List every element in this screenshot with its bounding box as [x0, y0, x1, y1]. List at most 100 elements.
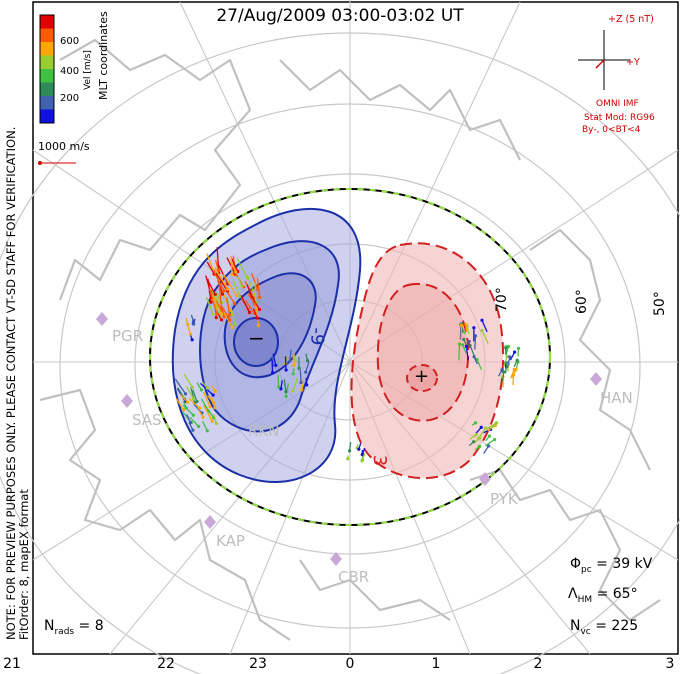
velocity-vector-origin [279, 387, 283, 391]
velocity-vector-origin [293, 358, 298, 362]
station-label-han: HAN [600, 389, 633, 407]
velocity-vector-origin [506, 344, 510, 349]
lat-label-60: 60° [574, 289, 590, 314]
phi-pc-value: 39 kV [612, 556, 653, 572]
velocity-vector-origin [495, 421, 499, 425]
station-label-pyk: PYK [490, 490, 518, 508]
imf-dial [578, 30, 630, 90]
mlt-tick-3: 3 [665, 656, 675, 672]
velocity-vector [213, 269, 229, 292]
phi-pc-stat: Φpc = 39 kV [570, 556, 653, 575]
colorbar-tick-600: 600 [60, 36, 80, 47]
velocity-vector-origin [492, 437, 497, 442]
imf-z-label: +Z (5 nT) [608, 14, 654, 25]
positive-center-marker: + [414, 366, 430, 387]
scale-label: 1000 m/s [38, 140, 90, 153]
velocity-vector-origin [240, 284, 244, 288]
velocity-vector [230, 255, 233, 275]
velocity-vector-origin [459, 323, 464, 327]
velocity-vector [209, 288, 218, 314]
velocity-vector [459, 324, 462, 340]
velocity-vector-origin [346, 457, 350, 461]
velocity-vector [230, 260, 237, 273]
velocity-vector-origin [211, 312, 215, 317]
velocity-vector [210, 291, 223, 315]
velocity-vector-origin [211, 401, 216, 405]
velocity-vector [205, 296, 214, 315]
velocity-vector-origin [257, 295, 262, 299]
velocity-vector [232, 279, 241, 297]
velocity-vector-origin [226, 287, 230, 291]
velocity-vector [175, 398, 185, 411]
coordinates-label: MLT coordinates [97, 11, 110, 100]
velocity-vector-origin [284, 390, 288, 394]
velocity-vector-origin [232, 302, 237, 306]
velocity-vector [506, 356, 511, 369]
velocity-vector [283, 379, 287, 392]
velocity-vector-origin [190, 385, 195, 390]
velocity-vector [478, 427, 487, 438]
velocity-vector-origin [284, 394, 288, 398]
velocity-vector [474, 335, 477, 350]
velocity-vector [250, 272, 259, 290]
velocity-vector-origin [213, 389, 218, 394]
velocity-vector [256, 278, 261, 298]
velocity-vector [203, 405, 213, 422]
velocity-vector [217, 263, 229, 285]
velocity-vector-origin [473, 334, 478, 338]
negative-contour-label: -9 [306, 327, 328, 346]
velocity-vector-origin [462, 337, 466, 341]
velocity-vector-origin [199, 388, 204, 392]
velocity-vector [248, 291, 261, 310]
velocity-vector-origin [291, 372, 295, 376]
velocity-vector [481, 330, 489, 344]
velocity-vector [192, 389, 198, 402]
velocity-vector-origin [197, 406, 202, 410]
velocity-vector-origin [219, 318, 224, 322]
velocity-vector-origin [227, 313, 232, 317]
station-label-rkn: RKN [248, 422, 280, 440]
map-title: 27/Aug/2009 03:00-03:02 UT [216, 6, 464, 26]
mlt-tick-21: 21 [3, 656, 21, 672]
velocity-vector-origin [197, 424, 201, 429]
velocity-vector [504, 362, 508, 374]
colorbar-segment [40, 109, 54, 124]
velocity-vectors [174, 247, 521, 463]
velocity-vector [484, 438, 495, 447]
velocity-vector [179, 394, 189, 403]
velocity-vector [222, 274, 237, 296]
velocity-vector [206, 261, 215, 275]
velocity-vector-origin [213, 292, 217, 296]
velocity-vector-origin [305, 358, 310, 363]
velocity-vector [230, 257, 239, 272]
station-marker [479, 472, 491, 486]
velocity-vector-origin [472, 326, 476, 330]
velocity-vector-origin [467, 339, 471, 344]
velocity-vector-origin [255, 316, 259, 320]
velocity-vector-origin [234, 293, 239, 297]
velocity-vector [185, 386, 194, 399]
velocity-vector-origin [474, 432, 478, 437]
velocity-vector [476, 359, 483, 370]
velocity-vector-origin [500, 368, 504, 372]
velocity-vector-origin [214, 421, 218, 426]
imf-model: Stat Mod: RG96 [584, 113, 655, 123]
velocity-vector [244, 300, 255, 314]
velocity-vector [174, 378, 187, 395]
mlt-tick-23: 23 [249, 656, 267, 672]
velocity-vector-origin [277, 385, 281, 389]
velocity-vector [190, 386, 196, 404]
coastlines [39, 38, 661, 641]
velocity-vector [301, 379, 305, 391]
scale-vector [38, 161, 76, 165]
n-vc-stat: Nvc = 225 [570, 618, 639, 637]
velocity-vector [481, 319, 488, 333]
velocity-vector-origin [211, 393, 215, 397]
velocity-vector-origin [291, 389, 295, 393]
velocity-vector-origin [274, 363, 278, 367]
velocity-vector-origin [222, 289, 226, 293]
velocity-vector-origin [515, 358, 519, 362]
velocity-vector-origin [292, 363, 296, 367]
velocity-vector-origin [480, 328, 484, 333]
station-marker [590, 372, 602, 386]
